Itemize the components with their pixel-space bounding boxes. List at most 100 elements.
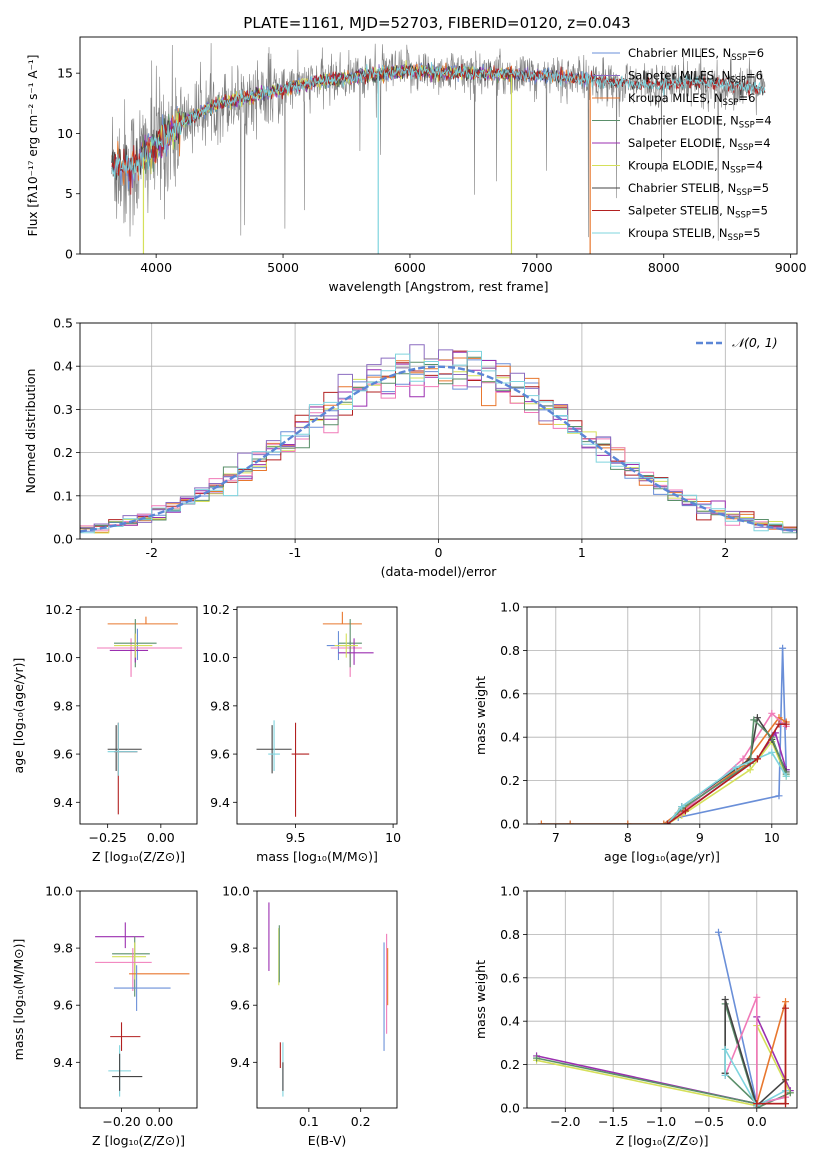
legend-label: Salpeter STELIB, NSSP=5 — [628, 204, 768, 221]
mass-vs-Z-xlabel: Z [log₁₀(Z/Z⊙)] — [92, 1133, 185, 1148]
mass-vs-Z-plot-area — [95, 922, 190, 1097]
mass-weight-line — [724, 997, 786, 1105]
y-tick-label: 0.6 — [500, 970, 520, 985]
y-tick-label: 9.8 — [53, 941, 73, 956]
mass-vs-EBV-plot-area — [268, 902, 389, 1097]
mass-vs-EBV-frame — [256, 890, 398, 1109]
x-tick-label: -1 — [289, 545, 301, 560]
histogram-ylabel: Normed distribution — [23, 369, 38, 494]
mass-weight-point — [663, 820, 671, 824]
y-tick-label: 10.2 — [45, 602, 73, 617]
x-tick-label: −0.25 — [88, 830, 126, 845]
spectrum-frame — [79, 36, 798, 255]
mass-weight-point — [533, 1054, 541, 1062]
histogram-plot-area — [80, 344, 797, 534]
age-vs-Z-axes: −0.25 0.00 9.4 9.6 9.8 10.0 10.2 — [45, 602, 175, 845]
model-spectrum-line — [111, 61, 766, 180]
mass-weight-point — [768, 709, 776, 717]
y-tick-label: 10.0 — [202, 650, 230, 665]
mass-vs-Z-axes: −0.20 0.00 9.4 9.6 9.8 10.0 — [45, 884, 173, 1130]
figure-title: PLATE=1161, MJD=52703, FIBERID=0120, z=0… — [243, 14, 630, 32]
age-vs-mass-xlabel: mass [log₁₀(M/M⊙)] — [256, 849, 378, 864]
y-tick-label: 0.0 — [500, 817, 520, 832]
legend-label: Kroupa ELODIE, NSSP=4 — [628, 159, 763, 176]
spectrum-ylabel: Flux [fλ10⁻¹⁷ erg cm⁻² s⁻¹ A⁻¹] — [26, 55, 40, 237]
x-tick-label: 0.1 — [299, 1114, 319, 1129]
x-tick-label: 0 — [435, 545, 443, 560]
y-tick-label: 9.4 — [53, 1055, 73, 1070]
mass-weight-point — [753, 993, 761, 1001]
mass-weight-point — [746, 766, 754, 774]
mass-weight-line — [666, 718, 787, 824]
mass-weight-point — [660, 820, 668, 824]
y-tick-label: 0.4 — [53, 359, 73, 374]
mass-vs-EBV-axes: 0.1 0.2 9.4 9.6 9.8 10.0 — [222, 884, 370, 1130]
mass-weight-point — [782, 720, 790, 728]
mass-weight-point — [782, 772, 790, 780]
y-tick-label: 9.8 — [53, 698, 73, 713]
mass-weight-point — [782, 998, 790, 1006]
mass-weight-point — [775, 720, 783, 728]
y-tick-label: 5 — [65, 186, 73, 201]
y-tick-label: 9.6 — [53, 998, 73, 1013]
mass-weight-point — [753, 714, 761, 722]
y-tick-label: 0.0 — [53, 532, 73, 547]
y-tick-label: 9.4 — [210, 795, 230, 810]
y-tick-label: 0.4 — [500, 730, 520, 745]
histogram-xlabel: (data-model)/error — [381, 564, 498, 579]
mass-weight-point — [721, 996, 729, 1003]
age-vs-Z-frame — [79, 606, 198, 825]
x-tick-label: 0.0 — [747, 1114, 767, 1129]
age-vs-Z-ylabel: age [log₁₀(age/yr)] — [11, 658, 26, 774]
mass-weight-point — [782, 1100, 790, 1108]
mass-weight-point — [624, 820, 632, 824]
massweight-vs-age-frame — [526, 606, 798, 825]
massweight-vs-Z-xlabel: Z [log₁₀(Z/Z⊙)] — [616, 1133, 709, 1148]
x-tick-label: 0.2 — [351, 1114, 371, 1129]
y-tick-label: 9.8 — [210, 698, 230, 713]
age-vs-Z-plot-area — [97, 616, 183, 815]
y-tick-label: 10.0 — [45, 650, 73, 665]
x-tick-label: 7 — [552, 830, 560, 845]
x-tick-label: 9 — [696, 830, 704, 845]
x-tick-label: 9.5 — [286, 830, 306, 845]
x-tick-label: 10 — [385, 830, 401, 845]
mass-weight-point — [714, 928, 722, 936]
mass-weight-line — [724, 1046, 786, 1107]
y-tick-label: 0.4 — [500, 1014, 520, 1029]
y-tick-label: 0.2 — [500, 773, 520, 788]
legend-label: Kroupa MILES, NSSP=6 — [628, 91, 755, 108]
mass-weight-point — [750, 716, 758, 724]
y-tick-label: 0.8 — [500, 927, 520, 942]
massweight-vs-age-ylabel: mass weight — [473, 676, 488, 755]
legend-label: Chabrier STELIB, NSSP=5 — [628, 181, 769, 198]
x-tick-label: 7000 — [521, 260, 553, 275]
x-tick-label: 8000 — [648, 260, 680, 275]
age-vs-mass-plot-area — [256, 611, 374, 817]
x-tick-label: -2 — [145, 545, 157, 560]
y-tick-label: 0.1 — [53, 488, 73, 503]
y-tick-label: 15 — [57, 66, 73, 81]
y-tick-label: 9.6 — [210, 747, 230, 762]
y-tick-label: 1.0 — [500, 884, 520, 899]
x-tick-label: 8 — [624, 830, 632, 845]
mass-weight-point — [786, 1089, 794, 1097]
legend-label: Salpeter ELODIE, NSSP=4 — [628, 136, 771, 153]
mass-weight-point — [768, 748, 776, 756]
mass-vs-Z-frame — [79, 890, 198, 1109]
y-tick-label: 0.3 — [53, 402, 73, 417]
age-vs-mass-frame — [236, 606, 398, 825]
mass-weight-point — [537, 820, 545, 824]
massweight-vs-age-xlabel: age [log₁₀(age/yr)] — [604, 849, 720, 864]
legend-label: Chabrier ELODIE, NSSP=4 — [628, 114, 772, 131]
age-vs-Z-xlabel: Z [log₁₀(Z/Z⊙)] — [92, 849, 185, 864]
massweight-vs-age-plot-area — [537, 644, 790, 824]
legend-label: Salpeter MILES, NSSP=6 — [628, 69, 763, 86]
mass-weight-point — [753, 1100, 761, 1108]
y-tick-label: 0.5 — [53, 316, 73, 331]
massweight-vs-Z-ylabel: mass weight — [473, 960, 488, 1039]
x-tick-label: −1.0 — [646, 1114, 676, 1129]
y-tick-label: 0.2 — [53, 445, 73, 460]
x-tick-label: −0.5 — [694, 1114, 724, 1129]
y-tick-label: 10.0 — [45, 884, 73, 899]
